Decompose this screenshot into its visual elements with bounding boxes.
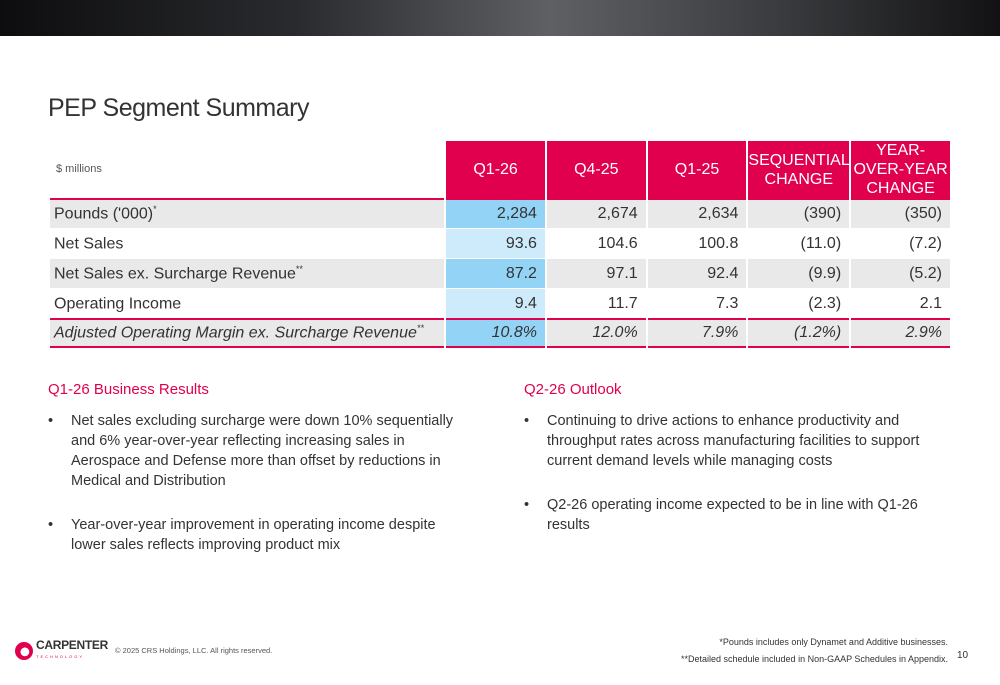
table-cell: 97.1 [546,258,646,288]
table-cell: 9.4 [446,288,545,318]
table-cell: (2.3) [748,288,850,318]
table-cell: (7.2) [851,228,950,258]
row-label: Net Sales ex. Surcharge Revenue** [50,258,445,288]
row-label: Adjusted Operating Margin ex. Surcharge … [50,318,445,348]
table-cell: 2.9% [851,318,950,348]
row-label-text: Net Sales ex. Surcharge Revenue [54,265,296,283]
bullet-item: Year-over-year improvement in operating … [48,515,468,555]
table-cell: 2,284 [446,198,545,228]
table-cell: 7.9% [647,318,747,348]
page-title: PEP Segment Summary [48,94,309,122]
footnotes: *Pounds includes only Dynamet and Additi… [681,634,948,668]
footnote: **Detailed schedule included in Non-GAAP… [680,654,948,664]
table-cell: 93.6 [446,228,545,258]
logo-subtitle: TECHNOLOGY [36,654,85,659]
table-cell: (11.0) [748,228,850,258]
table-row: Net Sales 93.6 104.6 100.8 (11.0) (7.2) [50,228,950,258]
column-header: Q1-26 [446,141,545,198]
segment-summary-table: $ millions Q1-26 Q4-25 Q1-25 SEQUENTIAL … [48,141,952,348]
page-number: 10 [957,650,969,661]
table-cell: 2,634 [647,198,747,228]
outlook-section: Q2-26 Outlook Continuing to drive action… [524,381,944,559]
bullet-item: Continuing to drive actions to enhance p… [524,411,944,471]
table-row: Adjusted Operating Margin ex. Surcharge … [50,318,950,348]
row-label: Operating Income [50,288,445,318]
footnote-marker: * [153,204,157,215]
row-label-text: Pounds ('000) [54,205,154,223]
table-cell: 104.6 [546,228,646,258]
copyright: © 2025 CRS Holdings, LLC. All rights res… [115,646,273,655]
table-cell: (1.2%) [748,318,850,348]
section-heading: Q1-26 Business Results [48,381,209,398]
logo-swirl-icon [15,641,33,660]
table-row: Pounds ('000)* 2,284 2,674 2,634 (390) (350) [50,198,950,228]
table-cell: (350) [851,198,950,228]
row-label: Pounds ('000)* [50,198,445,228]
column-header: YEAR-OVER-YEAR CHANGE [851,141,950,198]
table-cell: (9.9) [748,258,850,288]
bullet-item: Q2-26 operating income expected to be in… [524,495,944,535]
table-cell: 2,674 [546,198,646,228]
table-cell: 100.8 [647,228,747,258]
table-cell: 11.7 [546,288,646,318]
table-cell: 10.8% [446,318,545,348]
table-row: Operating Income 9.4 11.7 7.3 (2.3) 2.1 [50,288,950,318]
footnote-marker: ** [416,323,424,334]
unit-label: $ millions [50,141,445,198]
table-cell: 12.0% [546,318,646,348]
row-label-text: Operating Income [54,295,182,313]
logo-name: CARPENTER [36,638,108,652]
table-row: Net Sales ex. Surcharge Revenue** 87.2 97.… [50,258,950,288]
footnote: *Pounds includes only Dynamet and Additi… [719,637,948,647]
table-cell: 2.1 [851,288,950,318]
company-logo: CARPENTER TECHNOLOGY [15,638,108,661]
section-heading: Q2-26 Outlook [524,381,622,398]
footnote-marker: ** [295,263,303,274]
table-cell: 92.4 [647,258,747,288]
column-header: Q1-25 [647,141,747,198]
table-cell: 87.2 [446,258,545,288]
table-cell: (390) [748,198,850,228]
table-cell: (5.2) [851,258,950,288]
table-cell: 7.3 [647,288,747,318]
business-results-section: Q1-26 Business Results Net sales excludi… [48,381,468,579]
row-label: Net Sales [50,228,445,258]
bullet-item: Net sales excluding surcharge were down … [48,411,468,491]
column-header: Q4-25 [546,141,646,198]
row-label-text: Adjusted Operating Margin ex. Surcharge … [54,324,417,342]
column-header: SEQUENTIAL CHANGE [748,141,850,198]
row-label-text: Net Sales [54,235,124,253]
top-banner [0,0,1000,36]
table-header-row: $ millions Q1-26 Q4-25 Q1-25 SEQUENTIAL … [50,141,950,198]
